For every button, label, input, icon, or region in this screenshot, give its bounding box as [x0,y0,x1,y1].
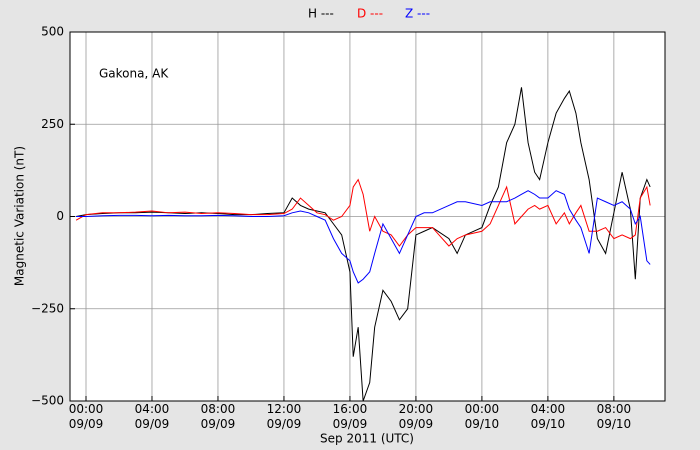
annotation: Gakona, AK [99,67,169,81]
x-tick-label: 04:00 09/09 [134,402,170,431]
x-tick-label: 04:00 09/10 [530,402,566,431]
x-tick-label: 12:00 09/09 [266,402,302,431]
y-tick-label: 0 [56,209,64,223]
legend-entry: Z --- [405,7,430,21]
x-tick-label: 16:00 09/09 [332,402,368,431]
y-tick-label: 250 [41,117,64,131]
y-tick-label: −500 [31,394,64,408]
x-tick-label: 08:00 09/10 [596,402,632,431]
legend-entry: H --- [308,7,334,21]
x-tick-label: 20:00 09/09 [398,402,434,431]
x-axis-label: Sep 2011 (UTC) [320,432,414,446]
y-axis-label: Magnetic Variation (nT) [13,146,27,286]
x-tick-label: 00:00 09/09 [68,402,104,431]
plot-frame [69,31,666,402]
legend-entry: D --- [357,7,383,21]
series-line [76,87,651,401]
x-tick-label: 00:00 09/10 [464,402,500,431]
y-tick-label: −250 [31,301,64,315]
x-tick-label: 08:00 09/09 [200,402,236,431]
series-line [75,178,651,247]
series-line [76,190,651,284]
y-tick-label: 500 [41,25,64,39]
